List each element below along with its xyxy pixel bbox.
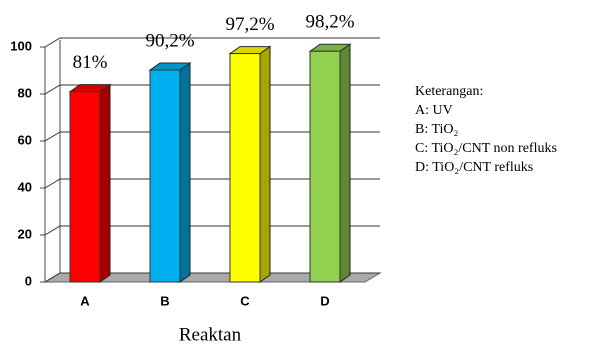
value-label: 98,2% (305, 12, 354, 33)
y-tick-label: 60 (18, 132, 32, 147)
legend-item: D: TiO₂/CNT refluks (415, 160, 533, 175)
x-tick-label: D (320, 293, 329, 308)
legend-title: Keterangan: (415, 84, 483, 99)
grid-line (44, 131, 380, 142)
x-tick-label: C (240, 293, 250, 308)
bar (69, 91, 101, 283)
legend-item: A: UV (415, 103, 453, 118)
x-tick-label: B (160, 293, 169, 308)
value-label: 97,2% (225, 14, 274, 35)
x-axis-title: Reaktan (179, 324, 242, 345)
legend-item: C: TiO₂/CNT non refluks (415, 141, 557, 156)
bar-side (99, 83, 111, 283)
bar (149, 69, 181, 283)
bar-side (339, 43, 351, 283)
y-tick-label: 20 (18, 226, 32, 241)
grid-line (44, 225, 380, 236)
grid-line (44, 84, 380, 95)
bar-side (259, 45, 271, 283)
grid-line (44, 272, 380, 283)
grid-line (44, 37, 380, 48)
bar (229, 53, 261, 283)
x-tick-label: A (80, 293, 90, 308)
y-tick-label: 100 (10, 38, 32, 53)
bar-side (179, 62, 191, 283)
value-label: 90,2% (145, 30, 194, 51)
y-tick-label: 80 (18, 85, 32, 100)
legend-item: B: TiO₂ (415, 122, 459, 137)
y-tick-label: 40 (18, 179, 32, 194)
grid-line (44, 178, 380, 189)
bar (309, 50, 341, 283)
value-label: 81% (73, 52, 108, 73)
y-tick-label: 0 (25, 273, 32, 288)
